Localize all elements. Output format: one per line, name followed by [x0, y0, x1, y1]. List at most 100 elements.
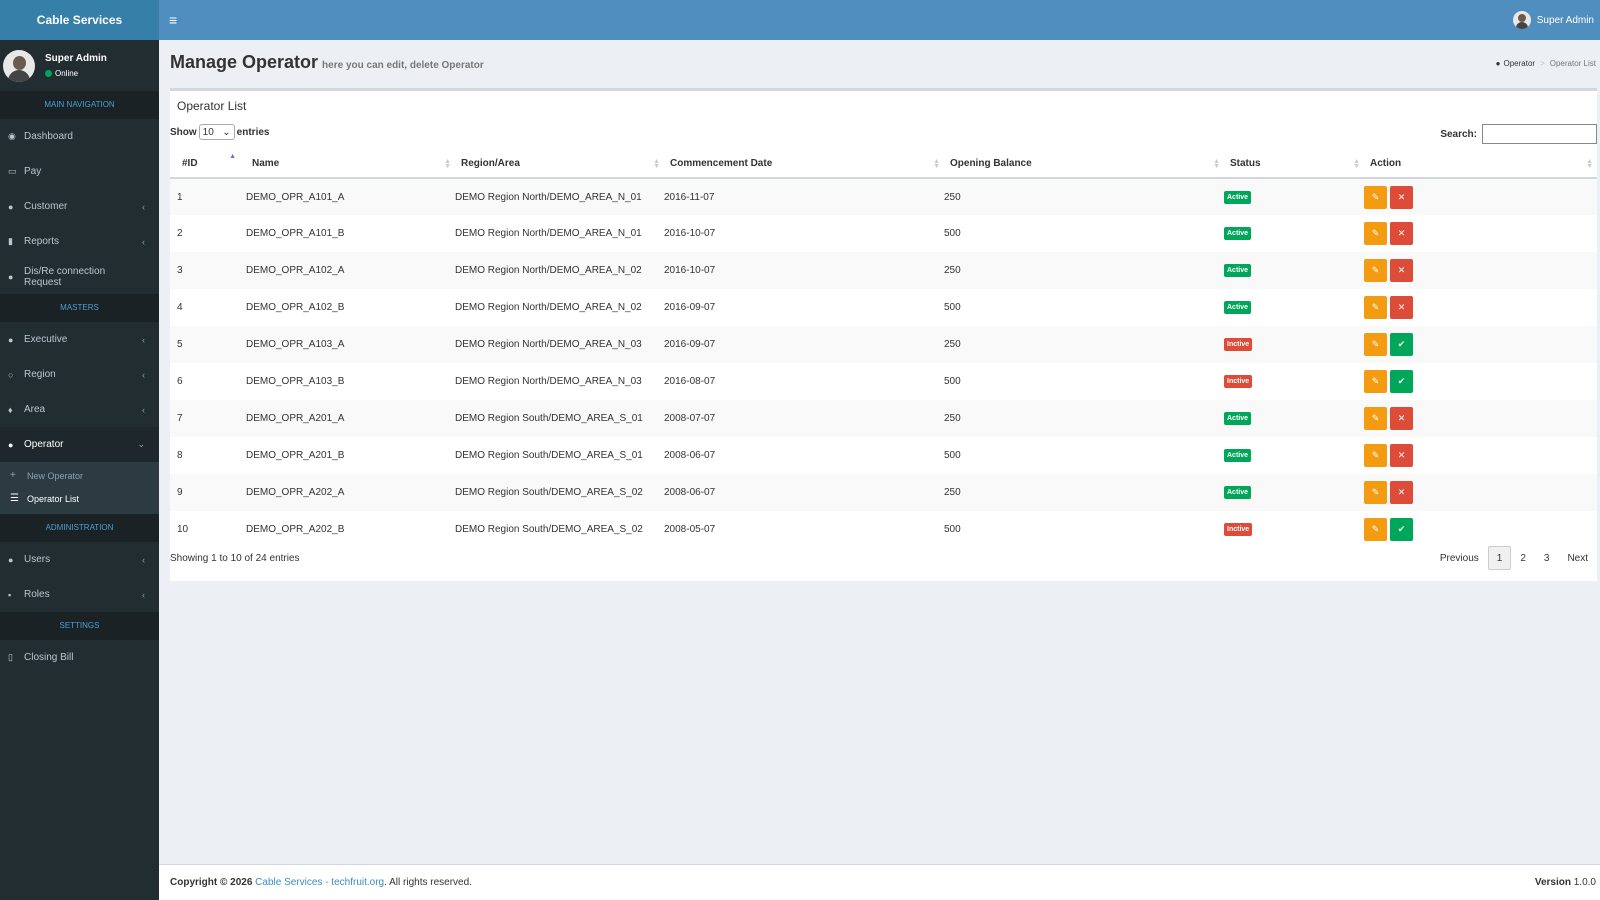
edit-icon: ✎: [1371, 450, 1380, 460]
cell-commencement-date: 2016-09-07: [664, 302, 716, 313]
cell-action: ✎ ✕: [1364, 215, 1597, 252]
search-input[interactable]: [1482, 124, 1597, 144]
page-button-1[interactable]: 1: [1487, 546, 1512, 570]
edit-button[interactable]: ✎: [1364, 370, 1387, 393]
status-badge: Active: [1224, 486, 1252, 499]
sidebar-toggle-icon[interactable]: ≡: [169, 12, 178, 28]
cell-name: DEMO_OPR_A101_B: [246, 228, 345, 239]
cell-name: DEMO_OPR_A201_A: [246, 400, 455, 437]
cell-region: DEMO Region North/DEMO_AREA_N_03: [455, 326, 664, 363]
column-header-region[interactable]: Region/Area ▲ ▼: [455, 150, 664, 179]
cell-status: Active: [1224, 289, 1364, 326]
page-button-2[interactable]: 2: [1520, 552, 1526, 564]
pagination: Previous 1 2 3 Next: [1431, 546, 1597, 570]
sidebar-item-dashboard[interactable]: ◉ Dashboard: [8, 131, 73, 142]
previous-button[interactable]: Previous: [1439, 552, 1479, 564]
user-times-icon: ●: [8, 271, 14, 282]
sort-icon: ▲ ▼: [1353, 158, 1360, 170]
deactivate-button[interactable]: ✕: [1390, 222, 1413, 245]
column-header-commencement-date[interactable]: Commencement Date ▲ ▼: [664, 150, 944, 179]
cell-status: Inctive: [1224, 363, 1364, 400]
sidebar-item-operator[interactable]: ● Operator ⌄: [0, 427, 159, 462]
edit-button[interactable]: ✎: [1364, 333, 1387, 356]
sidebar-item-roles[interactable]: ▪ Roles ‹: [8, 589, 145, 600]
calendar-icon: ▯: [8, 652, 13, 662]
page-subtitle: here you can edit, delete Operator: [322, 60, 484, 71]
edit-button[interactable]: ✎: [1364, 407, 1387, 430]
cell-region: DEMO Region South/DEMO_AREA_S_02: [455, 474, 664, 511]
deactivate-button[interactable]: ✕: [1390, 444, 1413, 467]
sidebar-item-area[interactable]: ♦ Area ‹: [8, 404, 145, 415]
cell-action: ✎ ✕: [1364, 437, 1597, 474]
sidebar-item-executive[interactable]: ● Executive ‹: [8, 334, 145, 345]
edit-button[interactable]: ✎: [1364, 444, 1387, 467]
main-content: Manage Operator here you can edit, delete…: [159, 40, 1600, 864]
edit-icon: ✎: [1371, 265, 1380, 275]
cell-commencement-date: 2016-08-07: [664, 376, 716, 387]
sidebar-item-region[interactable]: ○ Region ‹: [8, 369, 145, 380]
chevron-left-icon: ‹: [142, 334, 145, 345]
users-icon: ●: [8, 201, 14, 212]
cell-status: Inctive: [1224, 511, 1364, 548]
cell-status: Inctive: [1224, 326, 1364, 363]
edit-button[interactable]: ✎: [1364, 481, 1387, 504]
table-row: 6 DEMO_OPR_A103_B DEMO Region North/DEMO_A…: [170, 363, 1597, 400]
user-menu[interactable]: Super Admin: [1512, 11, 1594, 29]
activate-button[interactable]: ✔: [1390, 333, 1413, 356]
sidebar-item-closing-bill[interactable]: ▯ Closing Bill: [8, 652, 74, 663]
sidebar-item-new-operator[interactable]: + New Operator: [10, 470, 84, 481]
deactivate-button[interactable]: ✕: [1390, 259, 1413, 282]
column-header-name[interactable]: Name ▲ ▼: [246, 150, 455, 179]
cell-region: DEMO Region North/DEMO_AREA_N_01: [455, 178, 664, 215]
app-logo[interactable]: Cable Services: [0, 0, 159, 40]
user-panel: Super Admin Online: [0, 40, 159, 91]
column-header-action[interactable]: Action ▲ ▼: [1364, 150, 1597, 179]
deactivate-button[interactable]: ✕: [1390, 407, 1413, 430]
footer-link[interactable]: Cable Services - techfruit.org: [255, 877, 385, 888]
sidebar-item-disconnection-request[interactable]: ● Dis/Re connection Request: [8, 265, 106, 288]
plus-icon: +: [10, 470, 16, 481]
deactivate-button[interactable]: ✕: [1390, 185, 1413, 209]
edit-icon: ✎: [1371, 191, 1380, 202]
entries-length: Show 10 ⌄ entries: [170, 124, 269, 140]
chevron-down-icon: ⌄: [222, 126, 231, 138]
cell-opening-balance: 250: [944, 178, 1224, 215]
cell-name: DEMO_OPR_A101_A: [246, 178, 455, 215]
sidebar-item-operator-list[interactable]: ☰ Operator List: [10, 493, 80, 504]
entries-select[interactable]: 10 ⌄: [198, 124, 235, 140]
edit-button[interactable]: ✎: [1364, 222, 1387, 245]
column-header-opening-balance[interactable]: Opening Balance ▲ ▼: [944, 150, 1224, 179]
cell-status: Active: [1224, 474, 1364, 511]
cell-commencement-date: 2008-06-07: [664, 474, 944, 511]
activate-button[interactable]: ✔: [1390, 370, 1413, 393]
deactivate-button[interactable]: ✕: [1390, 481, 1413, 504]
edit-button[interactable]: ✎: [1364, 185, 1387, 209]
edit-button[interactable]: ✎: [1364, 296, 1387, 319]
cell-name: DEMO_OPR_A102_B: [246, 302, 345, 313]
operator-list-box: Operator List Show 10 ⌄ entries Search: #…: [170, 88, 1597, 581]
next-button[interactable]: Next: [1567, 552, 1588, 564]
breadcrumb-operator[interactable]: Operator: [1503, 59, 1536, 68]
close-icon: ✕: [1397, 302, 1406, 312]
page-button-3[interactable]: 3: [1543, 552, 1550, 564]
dashboard-icon: ◉: [8, 131, 16, 141]
sidebar-item-customer[interactable]: ● Customer ‹: [8, 201, 145, 212]
cell-name: DEMO_OPR_A202_B: [246, 524, 345, 535]
sidebar-item-users[interactable]: ● Users ‹: [8, 554, 145, 565]
column-header-status[interactable]: Status ▲ ▼: [1224, 150, 1364, 179]
close-icon: ✕: [1397, 228, 1406, 238]
column-header-id[interactable]: #ID ▲: [170, 150, 246, 179]
status-badge: Inctive: [1224, 523, 1253, 536]
edit-button[interactable]: ✎: [1364, 518, 1387, 541]
footer: Copyright © 2026 Cable Services - techfr…: [159, 864, 1600, 900]
activate-button[interactable]: ✔: [1390, 518, 1413, 541]
deactivate-button[interactable]: ✕: [1390, 296, 1413, 319]
lock-icon: ▪: [8, 589, 12, 600]
edit-button[interactable]: ✎: [1364, 259, 1387, 282]
user-name: Super Admin: [45, 53, 107, 64]
sidebar-item-pay[interactable]: ▭ Pay: [8, 166, 42, 177]
edit-icon: ✎: [1371, 487, 1380, 497]
sidebar-item-reports[interactable]: ▮ Reports ‹: [8, 236, 145, 247]
cell-opening-balance: 250: [944, 252, 1224, 289]
edit-icon: ✎: [1371, 376, 1380, 386]
